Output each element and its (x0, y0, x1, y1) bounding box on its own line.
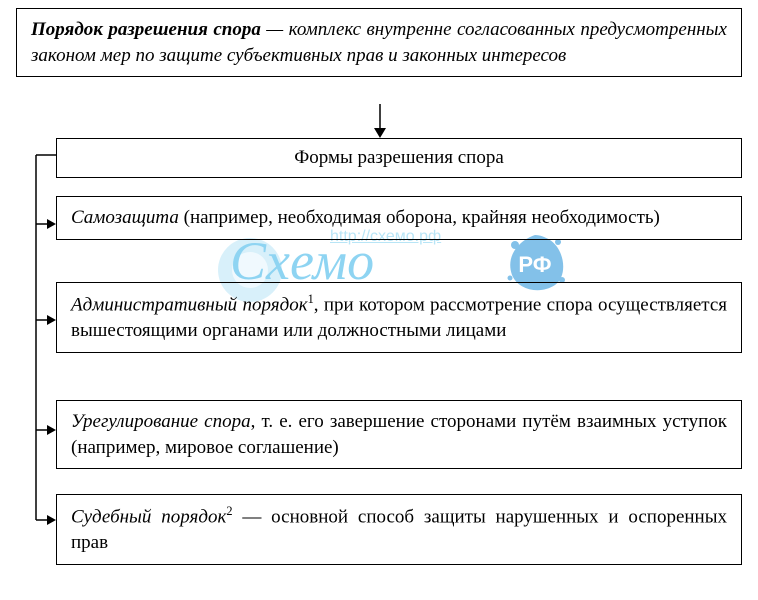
item-text: (например, необходимая оборона, крайняя … (179, 207, 660, 228)
forms-title-box: Формы разрешения спора (56, 138, 742, 178)
item-box-2: Административный порядок1, при котором р… (56, 282, 742, 353)
item-term: Урегулирование спора (71, 411, 251, 432)
item-term: Судебный порядок (71, 506, 226, 527)
definition-box: Порядок разрешения спора — комплекс внут… (16, 8, 742, 77)
item-box-1: Самозащита (например, необходимая оборон… (56, 196, 742, 240)
definition-term: Порядок разрешения спора (31, 19, 261, 40)
item-box-3: Урегулирование спора, т. е. его завершен… (56, 400, 742, 469)
svg-text:РФ: РФ (518, 252, 551, 277)
item-term: Самозащита (71, 207, 179, 228)
item-box-4: Судебный порядок2 — основной способ защи… (56, 494, 742, 565)
definition-dash: — (261, 19, 289, 40)
forms-title-text: Формы разрешения спора (294, 147, 504, 168)
item-term: Административный порядок (71, 294, 308, 315)
